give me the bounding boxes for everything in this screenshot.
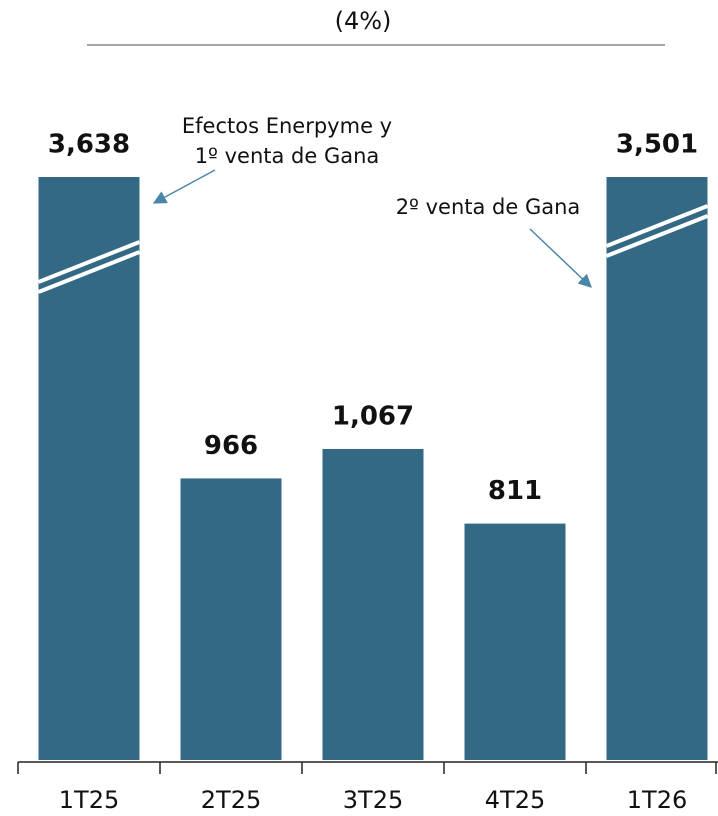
x-tick-label: 4T25	[485, 786, 545, 814]
axis-break	[37, 240, 141, 284]
x-tick-label: 2T25	[201, 786, 261, 814]
value-label: 3,638	[48, 130, 130, 160]
bar	[464, 523, 566, 760]
axis-break	[605, 204, 709, 248]
annotation-arrow	[529, 228, 592, 288]
chart-title: (4%)	[335, 7, 392, 35]
value-label: 966	[204, 431, 258, 461]
annotation: Efectos Enerpyme y	[182, 114, 392, 138]
value-label: 3,501	[616, 130, 698, 160]
bar	[180, 478, 282, 760]
bar	[38, 177, 140, 760]
x-tick-label: 3T25	[343, 786, 403, 814]
value-label: 1,067	[332, 401, 414, 431]
bar	[322, 448, 424, 760]
axis-break	[37, 250, 141, 294]
annotation: 1º venta de Gana	[195, 144, 380, 168]
axis-break	[605, 214, 709, 258]
bar	[606, 177, 708, 760]
x-tick-label: 1T25	[59, 786, 119, 814]
x-tick-label: 1T26	[627, 786, 687, 814]
value-label: 811	[488, 476, 542, 506]
annotation: 2º venta de Gana	[396, 195, 581, 219]
annotation-arrow	[152, 169, 216, 204]
